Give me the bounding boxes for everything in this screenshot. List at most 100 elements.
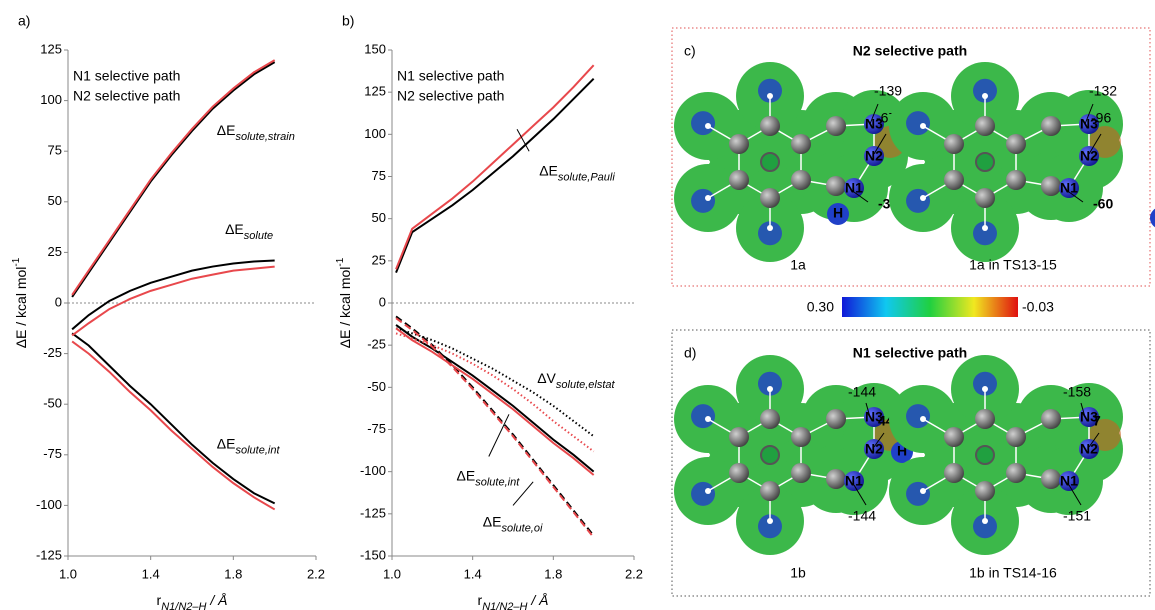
y-axis-label-main: ΔE / kcal mol xyxy=(13,267,29,349)
legend-entry: N2 selective path xyxy=(397,88,504,104)
charge-label: 7 xyxy=(1093,413,1101,429)
ring-hydrogen xyxy=(705,195,711,201)
ring-hole xyxy=(761,446,779,464)
y-tick-label: 125 xyxy=(40,41,62,56)
y-tick-label: -100 xyxy=(36,497,62,512)
figure: 0.30 -0.03 a)-125-100-75-50-250255075100… xyxy=(0,0,1155,610)
atom-label: N2 xyxy=(865,148,883,164)
x-axis-label-tail: / Å xyxy=(206,592,227,608)
carbon-atom xyxy=(760,481,780,501)
atom-label: N2 xyxy=(865,441,883,457)
annotation-sub: solute xyxy=(244,230,273,242)
y-tick-label: 25 xyxy=(372,252,386,267)
carbon-atom xyxy=(1006,134,1026,154)
carbon-atom xyxy=(975,481,995,501)
y-tick-label: 150 xyxy=(364,41,386,56)
annotation: ΔEsolute,int xyxy=(457,467,521,488)
series-line xyxy=(396,328,594,475)
panel-label: d) xyxy=(684,345,696,361)
y-tick-label: 25 xyxy=(48,244,62,259)
atom-label: H xyxy=(833,205,843,221)
y-tick-label: 100 xyxy=(40,92,62,107)
carbon-atom xyxy=(729,170,749,190)
panel-label: c) xyxy=(684,43,696,59)
x-tick-label: 2.2 xyxy=(625,566,643,581)
x-axis-label: rN1/N2–H / Å xyxy=(478,592,549,610)
carbon-atom xyxy=(760,116,780,136)
carbon-atom xyxy=(975,188,995,208)
annotation-sub: solute,int xyxy=(475,477,520,489)
panel-title: N2 selective path xyxy=(853,43,967,59)
annotation-sub: solute,strain xyxy=(236,131,295,143)
carbon-atom xyxy=(729,427,749,447)
molecule-caption: 1a in TS13-15 xyxy=(969,257,1057,273)
y-tick-label: -125 xyxy=(36,547,62,562)
carbon-atom xyxy=(975,409,995,429)
ring-hydrogen xyxy=(982,386,988,392)
x-tick-label: 1.0 xyxy=(383,566,401,581)
y-tick-label: 0 xyxy=(55,294,62,309)
y-tick-label: -25 xyxy=(43,345,62,360)
y-tick-label: -100 xyxy=(360,463,386,478)
carbon-atom xyxy=(1041,176,1061,196)
atom-label: N1 xyxy=(845,180,863,196)
series-line xyxy=(396,316,594,535)
surface-tip xyxy=(691,111,715,135)
x-tick-label: 1.4 xyxy=(464,566,482,581)
x-tick-label: 2.2 xyxy=(307,566,325,581)
ring-hole xyxy=(761,153,779,171)
colorbar xyxy=(842,297,1018,317)
series-line xyxy=(396,318,594,537)
ring-hydrogen xyxy=(982,93,988,99)
charge-label: -158 xyxy=(1063,384,1091,400)
ring-hole xyxy=(976,446,994,464)
surface-tip xyxy=(906,404,930,428)
annotation: ΔEsolute xyxy=(225,221,273,242)
y-tick-label: 50 xyxy=(372,210,386,225)
annotation-sub: solute,oi xyxy=(501,522,543,534)
y-tick-label: 50 xyxy=(48,193,62,208)
ring-hydrogen xyxy=(920,195,926,201)
ring-hole xyxy=(976,153,994,171)
series-line xyxy=(72,333,275,503)
carbon-atom xyxy=(791,170,811,190)
carbon-atom xyxy=(791,427,811,447)
x-tick-label: 1.0 xyxy=(59,566,77,581)
annotation-main: ΔV xyxy=(537,370,556,386)
carbon-atom xyxy=(791,134,811,154)
ring-hydrogen xyxy=(920,488,926,494)
ring-hydrogen xyxy=(920,416,926,422)
y-axis-label: ΔE / kcal mol-1 xyxy=(335,257,353,348)
carbon-atom xyxy=(791,463,811,483)
legend-entry: N1 selective path xyxy=(73,68,180,84)
ring-hydrogen xyxy=(767,386,773,392)
atom-label: N2 xyxy=(1080,441,1098,457)
annotation: ΔVsolute,elstat xyxy=(537,370,615,391)
ring-hydrogen xyxy=(982,518,988,524)
panel-label: a) xyxy=(18,13,30,29)
y-tick-label: 75 xyxy=(372,168,386,183)
charge-label: -144 xyxy=(848,384,876,400)
charge-label: -60 xyxy=(1093,196,1113,212)
charge-label: -132 xyxy=(1089,83,1117,99)
hydrogen-surface xyxy=(1150,207,1155,229)
carbon-atom xyxy=(826,409,846,429)
annotation-sub: solute,elstat xyxy=(556,379,616,391)
atom-label: N1 xyxy=(1060,180,1078,196)
charge-label: -144 xyxy=(848,508,876,524)
annotation-sub: solute,int xyxy=(236,445,281,457)
carbon-atom xyxy=(826,116,846,136)
panel-title: N1 selective path xyxy=(853,345,967,361)
annotation: ΔEsolute,strain xyxy=(217,122,295,143)
x-tick-label: 1.4 xyxy=(142,566,160,581)
carbon-atom xyxy=(1006,427,1026,447)
y-tick-label: -50 xyxy=(43,396,62,411)
y-tick-label: -75 xyxy=(43,446,62,461)
atom-label: N1 xyxy=(845,473,863,489)
molecule: N3-158N27N1-151H xyxy=(889,355,1155,555)
legend-entry: N1 selective path xyxy=(397,68,504,84)
y-tick-label: 125 xyxy=(364,84,386,99)
